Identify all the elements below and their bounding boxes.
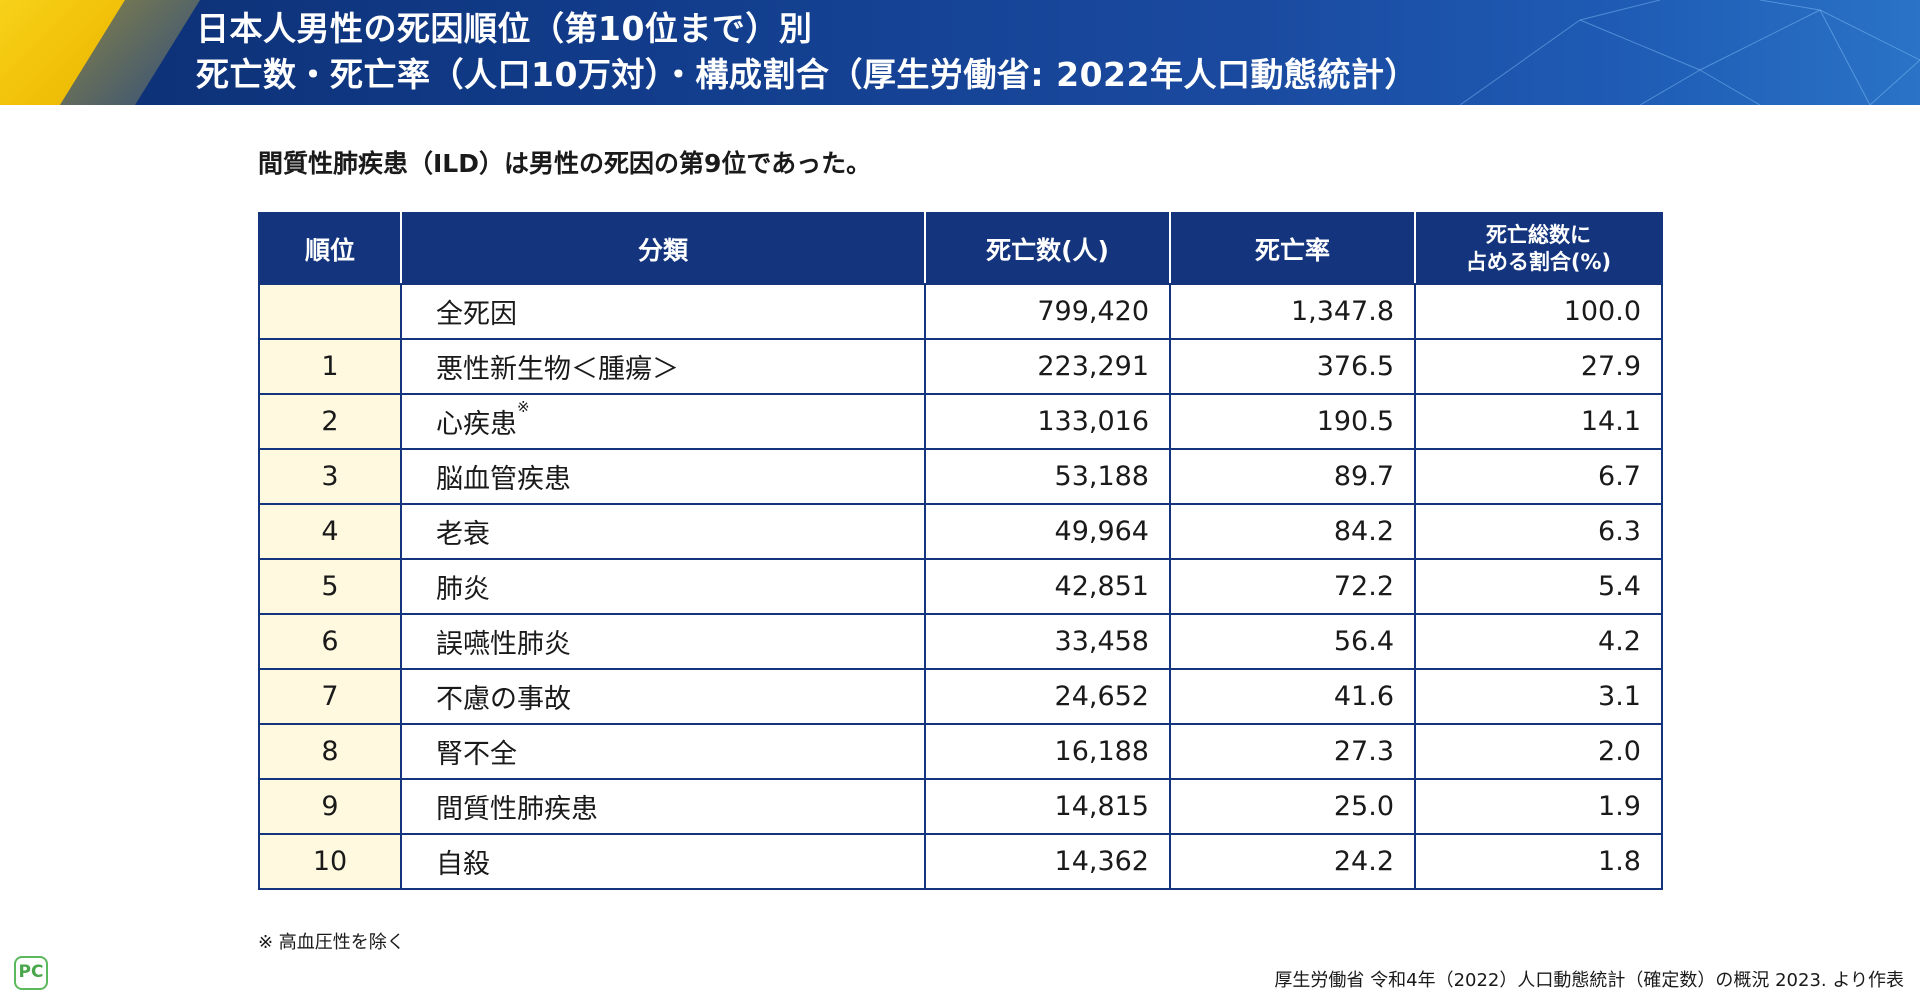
cell-deaths: 14,362	[924, 833, 1171, 890]
cell-category: 肺炎	[400, 558, 926, 615]
cell-share: 2.0	[1414, 723, 1663, 780]
cell-rate: 72.2	[1169, 558, 1416, 615]
table-row: 3 脳血管疾患 53,188 89.7 6.7	[258, 448, 1663, 505]
cell-deaths: 53,188	[924, 448, 1171, 505]
cell-deaths: 49,964	[924, 503, 1171, 560]
cell-share: 6.3	[1414, 503, 1663, 560]
category-label: 全死因	[436, 299, 517, 330]
cell-share: 5.4	[1414, 558, 1663, 615]
category-label: 自殺	[436, 849, 490, 880]
category-label: 不慮の事故	[436, 684, 571, 715]
cell-rank	[258, 283, 402, 340]
category-label: 腎不全	[436, 739, 517, 770]
cell-rate: 376.5	[1169, 338, 1416, 395]
cell-rate: 27.3	[1169, 723, 1416, 780]
table-row: 5 肺炎 42,851 72.2 5.4	[258, 558, 1663, 615]
summary-text: 間質性肺疾患（ILD）は男性の死因の第9位であった。	[258, 149, 872, 178]
cell-deaths: 133,016	[924, 393, 1171, 450]
cell-rank: 9	[258, 778, 402, 835]
cell-category: 脳血管疾患	[400, 448, 926, 505]
cell-category: 不慮の事故	[400, 668, 926, 725]
table-row: 7 不慮の事故 24,652 41.6 3.1	[258, 668, 1663, 725]
cell-deaths: 42,851	[924, 558, 1171, 615]
cell-deaths: 223,291	[924, 338, 1171, 395]
header-share-line-1: 死亡総数に	[1486, 222, 1591, 247]
cell-share: 27.9	[1414, 338, 1663, 395]
cell-rate: 89.7	[1169, 448, 1416, 505]
category-label: 肺炎	[436, 574, 490, 605]
table-row: 4 老衰 49,964 84.2 6.3	[258, 503, 1663, 560]
page-title: 日本人男性の死因順位（第10位まで）別 死亡数・死亡率（人口10万対）・構成割合…	[196, 6, 1418, 98]
cell-rate: 84.2	[1169, 503, 1416, 560]
cell-deaths: 24,652	[924, 668, 1171, 725]
cause-of-death-table: 順位 分類 死亡数(人) 死亡率 死亡総数に 占める割合(%) 全死因 799,4…	[258, 212, 1663, 890]
cell-share: 100.0	[1414, 283, 1663, 340]
table-header-row: 順位 分類 死亡数(人) 死亡率 死亡総数に 占める割合(%)	[258, 212, 1663, 285]
cell-share: 4.2	[1414, 613, 1663, 670]
cell-rank: 6	[258, 613, 402, 670]
source-citation: 厚生労働省 令和4年（2022）人口動態統計（確定数）の概況 2023. より作…	[1274, 970, 1904, 991]
cell-rate: 1,347.8	[1169, 283, 1416, 340]
cell-share: 1.8	[1414, 833, 1663, 890]
header-share: 死亡総数に 占める割合(%)	[1414, 212, 1663, 285]
category-label: 老衰	[436, 519, 490, 550]
table-row: 2 心疾患※ 133,016 190.5 14.1	[258, 393, 1663, 450]
cell-category: 間質性肺疾患	[400, 778, 926, 835]
cell-rate: 41.6	[1169, 668, 1416, 725]
title-line-1: 日本人男性の死因順位（第10位まで）別	[196, 9, 813, 48]
cell-share: 1.9	[1414, 778, 1663, 835]
cell-rate: 56.4	[1169, 613, 1416, 670]
header-share-line-2: 占める割合(%)	[1465, 249, 1612, 274]
cell-share: 14.1	[1414, 393, 1663, 450]
cell-rank: 3	[258, 448, 402, 505]
cell-category: 悪性新生物＜腫瘍＞	[400, 338, 926, 395]
banner-network-graphic	[1459, 0, 1920, 105]
cell-rank: 2	[258, 393, 402, 450]
header-banner: 日本人男性の死因順位（第10位まで）別 死亡数・死亡率（人口10万対）・構成割合…	[0, 0, 1920, 105]
cell-rank: 4	[258, 503, 402, 560]
category-label: 脳血管疾患	[436, 464, 571, 495]
cell-category: 心疾患※	[400, 393, 926, 450]
cell-deaths: 14,815	[924, 778, 1171, 835]
cell-category: 腎不全	[400, 723, 926, 780]
category-label: 心疾患	[436, 409, 517, 440]
header-category: 分類	[400, 212, 926, 285]
table-row: 9 間質性肺疾患 14,815 25.0 1.9	[258, 778, 1663, 835]
cell-rank: 5	[258, 558, 402, 615]
cell-category: 老衰	[400, 503, 926, 560]
cell-rate: 25.0	[1169, 778, 1416, 835]
footnote: ※ 高血圧性を除く	[258, 932, 405, 953]
pc-logo: PC	[14, 956, 48, 990]
header-rank: 順位	[258, 212, 402, 285]
cell-rank: 10	[258, 833, 402, 890]
cell-rate: 190.5	[1169, 393, 1416, 450]
category-label: 悪性新生物＜腫瘍＞	[436, 354, 679, 385]
table-row: 10 自殺 14,362 24.2 1.8	[258, 833, 1663, 890]
cell-share: 6.7	[1414, 448, 1663, 505]
header-rate: 死亡率	[1169, 212, 1416, 285]
footnote-mark: ※	[517, 398, 530, 416]
cell-share: 3.1	[1414, 668, 1663, 725]
table-row: 1 悪性新生物＜腫瘍＞ 223,291 376.5 27.9	[258, 338, 1663, 395]
cell-rank: 1	[258, 338, 402, 395]
table-body: 全死因 799,420 1,347.8 100.0 1 悪性新生物＜腫瘍＞ 223,291 3…	[258, 283, 1663, 890]
category-label: 誤嚥性肺炎	[436, 629, 571, 660]
cell-deaths: 799,420	[924, 283, 1171, 340]
table-row: 6 誤嚥性肺炎 33,458 56.4 4.2	[258, 613, 1663, 670]
header-deaths: 死亡数(人)	[924, 212, 1171, 285]
cell-rank: 7	[258, 668, 402, 725]
cell-category: 自殺	[400, 833, 926, 890]
cell-deaths: 16,188	[924, 723, 1171, 780]
table-row: 8 腎不全 16,188 27.3 2.0	[258, 723, 1663, 780]
title-line-2: 死亡数・死亡率（人口10万対）・構成割合（厚生労働省: 2022年人口動態統計）	[196, 55, 1418, 94]
cell-deaths: 33,458	[924, 613, 1171, 670]
cell-category: 全死因	[400, 283, 926, 340]
cell-category: 誤嚥性肺炎	[400, 613, 926, 670]
cell-rate: 24.2	[1169, 833, 1416, 890]
category-label: 間質性肺疾患	[436, 794, 598, 825]
cell-rank: 8	[258, 723, 402, 780]
table-row: 全死因 799,420 1,347.8 100.0	[258, 283, 1663, 340]
